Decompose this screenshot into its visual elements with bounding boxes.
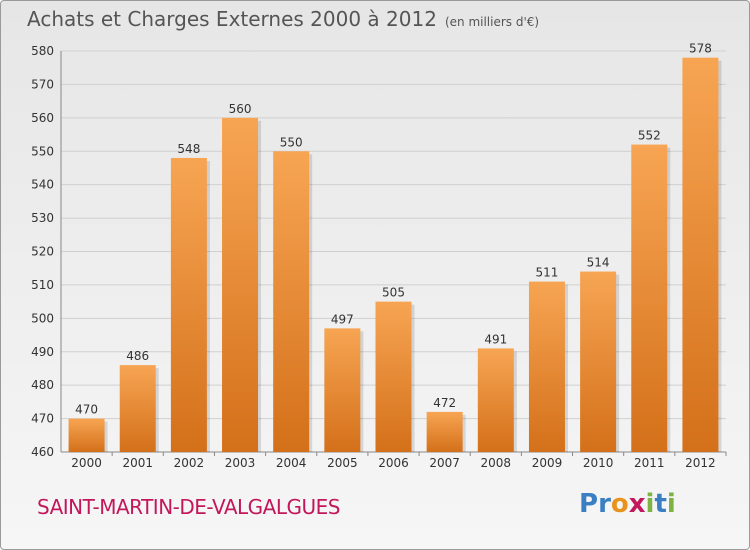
bar-2012 [682,57,719,452]
x-tick-label-2011: 2011 [634,456,665,470]
bar-2002 [170,157,207,452]
bars [68,57,722,453]
logo-letter: x [628,489,646,519]
data-label-2005: 497 [331,312,354,326]
x-tick-labels: 2000 2001 2002 2003 2004 2005 2006 2007 2008 2009… [71,456,715,470]
y-tick-label: 520 [31,245,54,259]
y-tick-label: 530 [31,211,54,225]
bar-2008 [477,348,514,452]
data-label-2007: 472 [433,396,456,410]
data-label-2010: 514 [587,256,610,270]
x-tick-label-2002: 2002 [174,456,205,470]
data-label-2012: 578 [689,42,712,56]
bar-chart: 470486548560550497505472491511514552578 … [31,42,727,470]
chart-unit: (en milliers d'€) [444,15,540,29]
bar-2009 [528,281,565,452]
y-tick-label: 490 [31,345,54,359]
bar-2001 [119,365,156,452]
x-tick-label-2001: 2001 [122,456,153,470]
chart-title-text: Achats et Charges Externes 2000 à 2012 [27,7,437,31]
data-label-2008: 491 [484,332,507,346]
data-label-2004: 550 [280,135,303,149]
x-tick-label-2000: 2000 [71,456,102,470]
data-label-2011: 552 [638,129,661,143]
proxiti-logo: Proxiti [579,489,676,519]
y-tick-label: 480 [31,378,54,392]
data-label-2001: 486 [126,349,149,363]
y-tick-label: 510 [31,278,54,292]
x-tick-label-2008: 2008 [481,456,512,470]
y-tick-label: 550 [31,144,54,158]
data-label-2003: 560 [229,102,252,116]
data-label-2009: 511 [536,266,559,280]
x-tick-label-2004: 2004 [276,456,307,470]
logo-letter: o [610,489,629,519]
bar-2007 [426,411,463,452]
y-tick-label: 460 [31,445,54,459]
y-tick-label: 470 [31,412,54,426]
bar-2006 [375,301,412,452]
commune-name: SAINT-MARTIN-DE-VALGALGUES [37,495,340,519]
y-tick-label: 570 [31,77,54,91]
data-labels: 470 486 548 560 550 497 505 472 491 511 514 552 578 [75,42,712,417]
data-label-2002: 548 [177,142,200,156]
y-tick-labels: 460 470 480 490 500 510 520 530 540 550 560 570 580 [31,44,54,459]
x-tick-label-2003: 2003 [225,456,256,470]
chart-title: Achats et Charges Externes 2000 à 2012 (e… [27,7,539,31]
data-label-2006: 505 [382,286,405,300]
bar-2003 [222,117,259,452]
data-label-2000: 470 [75,403,98,417]
x-tick-label-2006: 2006 [378,456,409,470]
logo-letter: r [598,489,611,519]
x-tick-label-2010: 2010 [583,456,614,470]
y-tick-label: 500 [31,311,54,325]
x-tick-label-2007: 2007 [429,456,460,470]
y-tick-label: 580 [31,44,54,58]
logo-letter: i [645,489,655,519]
x-tick-label-2012: 2012 [685,456,716,470]
logo-letter: P [579,489,599,519]
y-tick-label: 560 [31,111,54,125]
bar-2000 [68,418,105,452]
x-tick-label-2005: 2005 [327,456,358,470]
bar-2005 [324,328,361,452]
logo-letter: i [666,489,676,519]
bar-2010 [580,271,617,452]
bar-2004 [273,151,310,452]
x-tick-label-2009: 2009 [532,456,563,470]
bar-2011 [631,144,668,453]
y-tick-label: 540 [31,178,54,192]
logo-letter: t [654,489,667,519]
